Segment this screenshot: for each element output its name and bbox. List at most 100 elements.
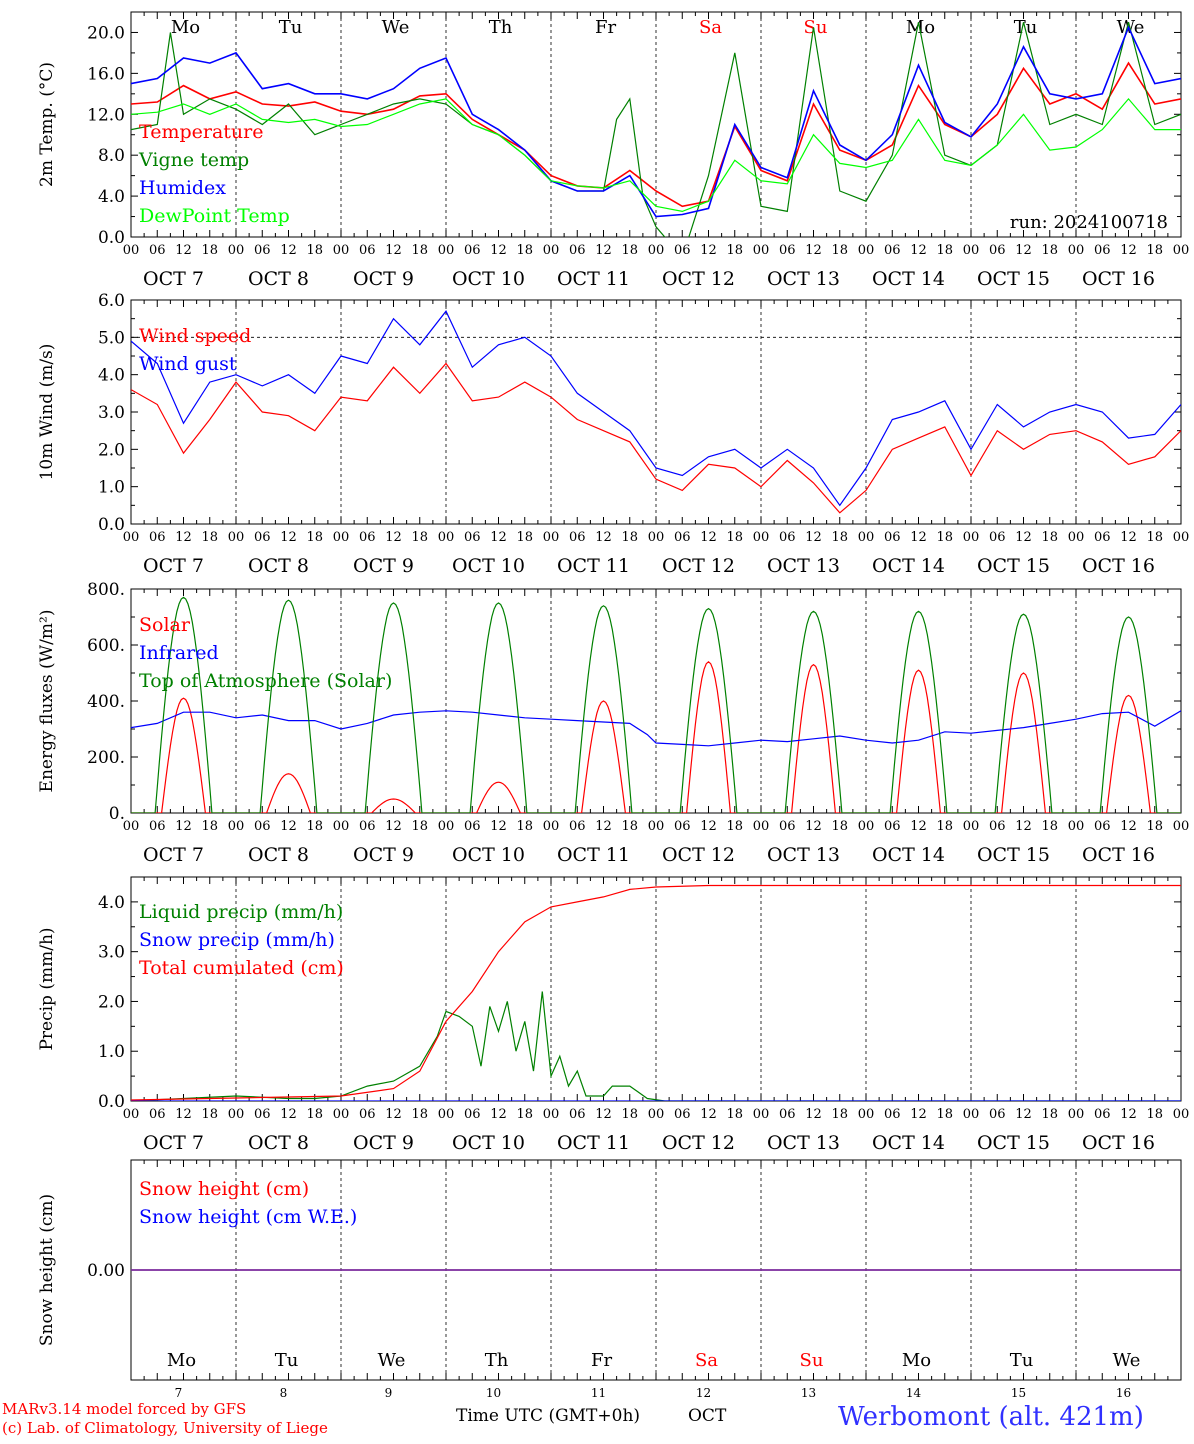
legend-entry: DewPoint Temp (139, 205, 290, 227)
day-of-week-label: Mo (906, 17, 935, 38)
day-of-week-label: We (1117, 17, 1145, 38)
date-label: OCT 7 (143, 268, 204, 290)
hour-tick-label: 12 (385, 530, 402, 545)
hour-tick-label: 00 (648, 243, 665, 258)
hour-tick-label: 06 (674, 530, 691, 545)
hour-tick-label: 06 (1094, 1107, 1111, 1122)
hour-tick-label: 18 (201, 530, 218, 545)
hour-tick-label: 12 (805, 1107, 822, 1122)
date-label: OCT 7 (143, 555, 204, 577)
hour-tick-label: 06 (1094, 819, 1111, 834)
hour-tick-label: 00 (333, 819, 350, 834)
hour-tick-label: 12 (490, 819, 507, 834)
hour-tick-label: 12 (910, 243, 927, 258)
hour-tick-label: 18 (621, 530, 638, 545)
day-of-week-label: We (378, 1350, 406, 1371)
legend-entry: Total cumulated (cm) (139, 957, 344, 979)
date-label: OCT 12 (662, 555, 735, 577)
hour-tick-label: 00 (648, 819, 665, 834)
hour-tick-label: 00 (438, 530, 455, 545)
panel-frame (130, 588, 1182, 814)
day-of-week-label: Mo (902, 1350, 931, 1371)
model-credit: MARv3.14 model forced by GFS (2, 1400, 247, 1418)
date-label: OCT 13 (767, 268, 840, 290)
hour-tick-label: 00 (648, 1107, 665, 1122)
y-tick-label: 2.0 (98, 992, 125, 1012)
hour-tick-label: 18 (936, 243, 953, 258)
series-group (131, 22, 1181, 237)
hour-tick-label: 00 (438, 819, 455, 834)
hour-tick-label: 18 (411, 1107, 428, 1122)
hour-tick-label: 00 (753, 819, 770, 834)
hour-tick-label: 06 (464, 819, 481, 834)
legend-entry: Infrared (139, 642, 219, 664)
date-label: OCT 11 (557, 268, 630, 290)
hour-tick-label: 18 (726, 530, 743, 545)
y-axis-label: Precip (mm/h) (37, 927, 57, 1050)
date-label: OCT 16 (1082, 555, 1155, 577)
panel-frame (130, 299, 1182, 525)
hour-tick-label: 06 (1094, 243, 1111, 258)
hour-tick-label: 18 (831, 530, 848, 545)
hour-tick-label: 06 (884, 530, 901, 545)
hour-tick-label: 18 (1146, 1107, 1163, 1122)
hour-tick-label: 06 (254, 243, 271, 258)
y-tick-label: 0.0 (98, 1092, 125, 1112)
bottom-day-number: 8 (280, 1386, 288, 1400)
hour-tick-label: 00 (1173, 819, 1190, 834)
y-tick-label: 5.0 (98, 328, 125, 348)
bottom-day-number: 12 (696, 1386, 711, 1400)
bottom-day-number: 16 (1116, 1386, 1131, 1400)
date-label: OCT 8 (248, 555, 309, 577)
hour-tick-label: 18 (201, 1107, 218, 1122)
hour-tick-label: 00 (1173, 530, 1190, 545)
y-tick-label: 600. (87, 636, 125, 656)
series-line-total-cumulated-cm- (131, 884, 1181, 1101)
hour-tick-label: 06 (149, 1107, 166, 1122)
hour-tick-label: 06 (359, 819, 376, 834)
bottom-day-number: 9 (385, 1386, 393, 1400)
hour-tick-label: 06 (254, 819, 271, 834)
hour-tick-label: 06 (989, 1107, 1006, 1122)
hour-tick-label: 12 (490, 243, 507, 258)
hour-tick-label: 06 (359, 1107, 376, 1122)
hour-tick-label: 00 (228, 1107, 245, 1122)
hour-tick-label: 00 (543, 530, 560, 545)
hour-tick-label: 12 (490, 530, 507, 545)
series-group (131, 596, 1181, 813)
hour-tick-label: 06 (149, 530, 166, 545)
xaxis-month: OCT (688, 1406, 727, 1426)
hour-tick-label: 18 (411, 819, 428, 834)
day-of-week-label: Tu (275, 1350, 299, 1371)
hour-tick-label: 18 (1041, 819, 1058, 834)
y-tick-label: 12.0 (87, 105, 125, 125)
day-of-week-label: Tu (1010, 1350, 1034, 1371)
hour-tick-label: 06 (149, 243, 166, 258)
date-label: OCT 13 (767, 1132, 840, 1154)
hour-tick-label: 18 (621, 243, 638, 258)
hour-tick-label: 12 (175, 243, 192, 258)
y-tick-label: 0.0 (98, 515, 125, 535)
hour-tick-label: 18 (306, 1107, 323, 1122)
hour-tick-label: 12 (910, 1107, 927, 1122)
hour-tick-label: 06 (149, 819, 166, 834)
date-label: OCT 7 (143, 844, 204, 866)
panel-1: 0.0 4.0 8.0 12.0 16.0 20.0 2m Temp. (°C) 00 06 12… (37, 11, 1190, 290)
y-tick-label: 16.0 (87, 64, 125, 84)
hour-tick-label: 12 (1015, 819, 1032, 834)
day-of-week-label: Sa (695, 1350, 718, 1371)
y-tick-label: 200. (87, 748, 125, 768)
panel-5: 0.00 Snow height (cm) Mo Tu We Th Fr Sa Su Mo Tu We… (37, 1159, 1182, 1381)
hour-tick-label: 00 (1173, 243, 1190, 258)
legend-entry: Solar (139, 614, 191, 636)
series-line-solar (131, 661, 1181, 813)
hour-tick-label: 18 (201, 243, 218, 258)
y-tick-label: 4.0 (98, 366, 125, 386)
y-tick-label: 6.0 (98, 291, 125, 311)
y-axis-label: 2m Temp. (°C) (37, 62, 57, 187)
y-tick-label: 2.0 (98, 440, 125, 460)
y-tick-label: 1.0 (98, 1042, 125, 1062)
date-label: OCT 12 (662, 844, 735, 866)
date-label: OCT 14 (872, 844, 945, 866)
